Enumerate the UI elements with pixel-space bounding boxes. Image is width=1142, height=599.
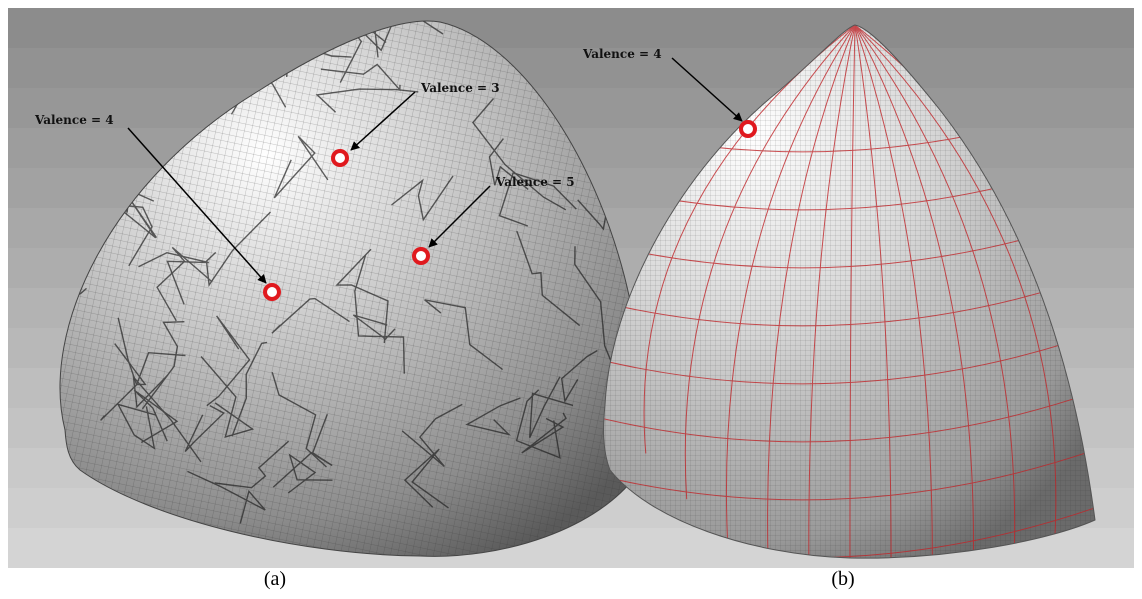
band	[8, 88, 1134, 128]
vertex-marker	[741, 122, 755, 136]
vertex-marker	[414, 249, 428, 263]
band	[8, 48, 1134, 88]
annotation: Valence = 4	[34, 113, 114, 127]
vertex-marker	[333, 151, 347, 165]
figure: Valence = 4 Valence = 3 Valence = 5 Vale…	[0, 0, 1142, 599]
annotation: Valence = 5	[495, 175, 575, 189]
annotation: Valence = 4	[582, 47, 662, 61]
page: Valence = 4 Valence = 3 Valence = 5 Vale…	[0, 0, 1142, 599]
panel-label: (b)	[831, 568, 854, 590]
band	[8, 8, 1134, 48]
vertex-marker	[265, 285, 279, 299]
annotation: Valence = 3	[420, 81, 500, 95]
panel-label: (a)	[264, 568, 286, 590]
